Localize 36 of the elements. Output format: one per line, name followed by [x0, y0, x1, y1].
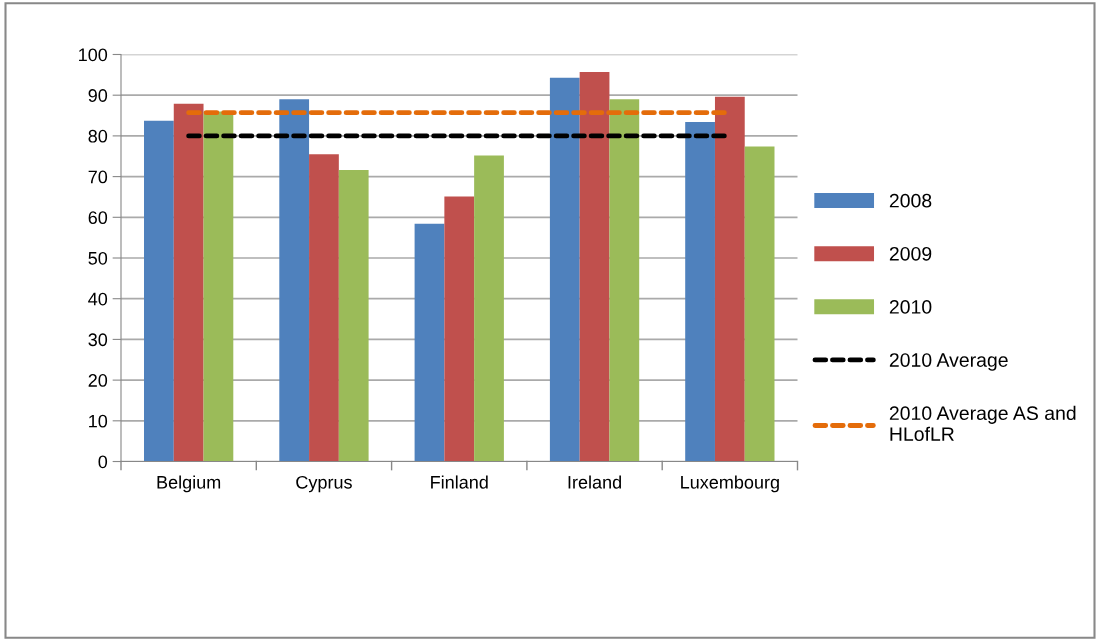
y-tick-label: 90	[88, 89, 108, 102]
bar	[685, 122, 715, 462]
y-tick-label: 50	[88, 251, 108, 265]
y-tick-label: 100	[79, 48, 108, 62]
y-tick-label: 40	[88, 292, 108, 306]
bar	[338, 170, 369, 462]
bar	[203, 111, 234, 462]
bar	[144, 120, 174, 462]
y-tick-label: 70	[88, 170, 108, 184]
bar	[474, 155, 504, 462]
y-tick-label: 20	[88, 374, 108, 387]
legend-label: 2008	[889, 193, 932, 208]
legend-label: 2009	[889, 246, 932, 261]
y-tick-label: 80	[88, 129, 108, 143]
bar	[744, 146, 775, 462]
bar	[279, 99, 310, 462]
y-tick-label: 30	[88, 333, 108, 347]
x-tick-label: Finland	[431, 475, 488, 489]
legend-label: 2010	[889, 300, 932, 314]
bar	[444, 196, 475, 462]
y-tick-label: 60	[88, 211, 108, 225]
bar	[414, 223, 445, 462]
y-tick-label: 10	[89, 414, 108, 428]
x-tick-label: Luxembourg	[681, 475, 779, 493]
bar	[609, 99, 640, 462]
x-tick-label: Ireland	[568, 475, 621, 489]
y-tick-label: 0	[98, 455, 108, 469]
x-tick-label: Cyprus	[296, 475, 352, 493]
bar	[309, 154, 339, 462]
x-tick-label: Belgium	[157, 475, 221, 493]
bar	[173, 103, 204, 462]
legend-label: 2010 Average AS and HLofLR	[889, 405, 1076, 441]
bar	[579, 71, 610, 462]
legend-label: 2010 Average	[889, 353, 1008, 371]
bar	[549, 77, 580, 462]
bar	[714, 96, 745, 462]
